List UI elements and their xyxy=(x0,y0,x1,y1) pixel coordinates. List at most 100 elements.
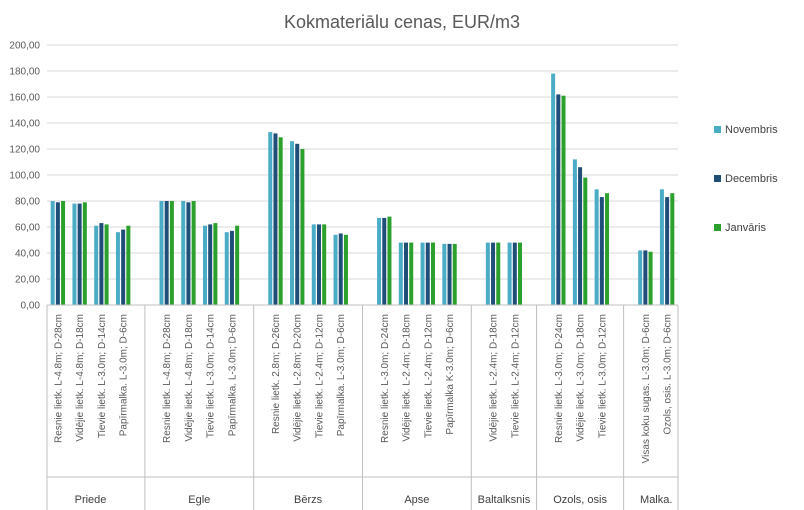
bar-decembris xyxy=(164,201,169,305)
bar-janvāris xyxy=(126,225,131,305)
group-labels: Priede Egle Bērzs Apse Baltalksnis Ozols, osi… xyxy=(75,494,673,506)
bar-decembris xyxy=(55,202,60,305)
category-label: Tievie lietk. L-2.4m; D-12cm xyxy=(510,314,521,438)
y-tick-label: 160,00 xyxy=(9,93,40,104)
chart-title: Kokmateriālu cenas, EUR/m3 xyxy=(284,12,520,32)
legend-swatch xyxy=(714,175,721,182)
category-label: Vidējie lietk. L-2.4m; D-18cm xyxy=(489,314,500,442)
bar-novembris xyxy=(290,141,295,305)
bar-janvāris xyxy=(322,224,327,305)
bar-janvāris xyxy=(104,224,109,305)
category-label: Papīrmalka. L-3.0m; D-6cm xyxy=(119,314,130,436)
bar-janvāris xyxy=(452,243,457,305)
bar-decembris xyxy=(316,224,321,305)
bar-janvāris xyxy=(387,216,392,305)
bar-novembris xyxy=(50,201,55,305)
bar-janvāris xyxy=(518,242,523,305)
group-label: Egle xyxy=(188,494,210,506)
category-label: Resnie lietk. 2.8m; D-26cm xyxy=(271,314,282,434)
bar-novembris xyxy=(159,201,164,305)
bar-decembris xyxy=(512,242,517,305)
gridlines xyxy=(47,44,678,280)
category-label: Resnie lietk. L-4.8m; D-28cm xyxy=(53,314,64,443)
bar-decembris xyxy=(186,202,191,305)
y-tick-label: 140,00 xyxy=(9,119,40,130)
x-axis xyxy=(46,304,679,510)
legend: Novembris Decembris Janvāris xyxy=(714,124,778,234)
bar-novembris xyxy=(377,217,382,305)
legend-swatch xyxy=(714,224,721,231)
bar-decembris xyxy=(121,229,126,305)
bar-janvāris xyxy=(430,242,435,305)
bar-novembris xyxy=(659,189,664,305)
category-label: Ozols, osis. L-3.0m; D-6cm xyxy=(663,314,674,435)
category-label: Vidējie lietk. L-4.8m; D-18cm xyxy=(75,314,86,442)
bar-janvāris xyxy=(82,202,87,305)
bar-novembris xyxy=(572,159,577,305)
group-label: Apse xyxy=(404,494,429,506)
bar-novembris xyxy=(420,242,425,305)
bar-janvāris xyxy=(235,225,240,305)
category-label: Resnie lietk. L-3.0m; D-24cm xyxy=(380,314,391,443)
y-tick-label: 40,00 xyxy=(15,249,40,260)
y-tick-label: 180,00 xyxy=(9,67,40,78)
bar-janvāris xyxy=(61,201,66,305)
bar-janvāris xyxy=(409,242,414,305)
category-label: Tievie lietk. L-3.0m; D-12cm xyxy=(597,314,608,438)
bar-decembris xyxy=(578,167,583,305)
bar-decembris xyxy=(99,223,104,305)
bar-decembris xyxy=(556,94,561,306)
bar-janvāris xyxy=(583,177,588,305)
group-label: Bērzs xyxy=(294,494,323,506)
bar-novembris xyxy=(224,232,229,305)
y-tick-label: 200,00 xyxy=(9,41,40,52)
y-tick-label: 100,00 xyxy=(9,171,40,182)
bar-novembris xyxy=(181,201,186,305)
bar-janvāris xyxy=(605,193,610,305)
bar-novembris xyxy=(398,242,403,305)
bar-janvāris xyxy=(648,251,653,305)
bar-decembris xyxy=(208,224,213,305)
y-tick-label: 60,00 xyxy=(15,223,40,234)
bar-decembris xyxy=(229,230,234,305)
category-labels: Resnie lietk. L-4.8m; D-28cm Vidējie liet… xyxy=(53,314,673,463)
legend-label: Janvāris xyxy=(725,222,766,234)
category-label: Papīrmalka. L-3.0m; D-6cm xyxy=(227,314,238,436)
category-label: Vidējie lietk. L-3.0m; D-18cm xyxy=(576,314,587,442)
bar-novembris xyxy=(268,132,273,305)
bar-novembris xyxy=(551,73,556,305)
legend-label: Decembris xyxy=(725,173,778,185)
legend-label: Novembris xyxy=(725,124,778,136)
bar-novembris xyxy=(594,189,599,305)
y-tick-label: 80,00 xyxy=(15,197,40,208)
bar-decembris xyxy=(665,197,670,305)
category-label: Tievie lietk. L-2.4m; D-12cm xyxy=(314,314,325,438)
bar-janvāris xyxy=(670,193,675,305)
bar-decembris xyxy=(425,242,430,305)
category-label: Tievie lietk. L-3.0m; D-14cm xyxy=(206,314,217,438)
group-label: Baltalksnis xyxy=(478,494,531,506)
bar-decembris xyxy=(295,143,300,305)
category-label: Visas koku sugas. L-3.0m; D-6cm xyxy=(641,314,652,463)
bar-janvāris xyxy=(191,201,196,305)
bar-novembris xyxy=(202,225,207,305)
category-label: Resnie lietk. L-3.0m; D-24cm xyxy=(554,314,565,443)
bar-janvāris xyxy=(278,137,283,305)
group-label: Malka. xyxy=(640,494,672,506)
bars xyxy=(50,73,675,306)
bar-janvāris xyxy=(496,242,501,305)
bar-novembris xyxy=(72,203,77,305)
y-tick-label: 20,00 xyxy=(15,275,40,286)
bar-novembris xyxy=(485,242,490,305)
category-label: Tievie lietk. L-2.4m; D-12cm xyxy=(423,314,434,438)
bar-decembris xyxy=(77,203,82,305)
bar-janvāris xyxy=(561,95,566,305)
bar-decembris xyxy=(404,242,409,305)
category-label: Resnie lietk. L-4.8m; D-28cm xyxy=(162,314,173,443)
group-label: Ozols, osis xyxy=(553,494,607,506)
category-label: Vidējie lietk. L-2.4m; D-18cm xyxy=(402,314,413,442)
bar-janvāris xyxy=(300,149,305,305)
bar-novembris xyxy=(507,242,512,305)
category-label: Papīrmalka K-3.0m; D-6cm xyxy=(445,314,456,435)
